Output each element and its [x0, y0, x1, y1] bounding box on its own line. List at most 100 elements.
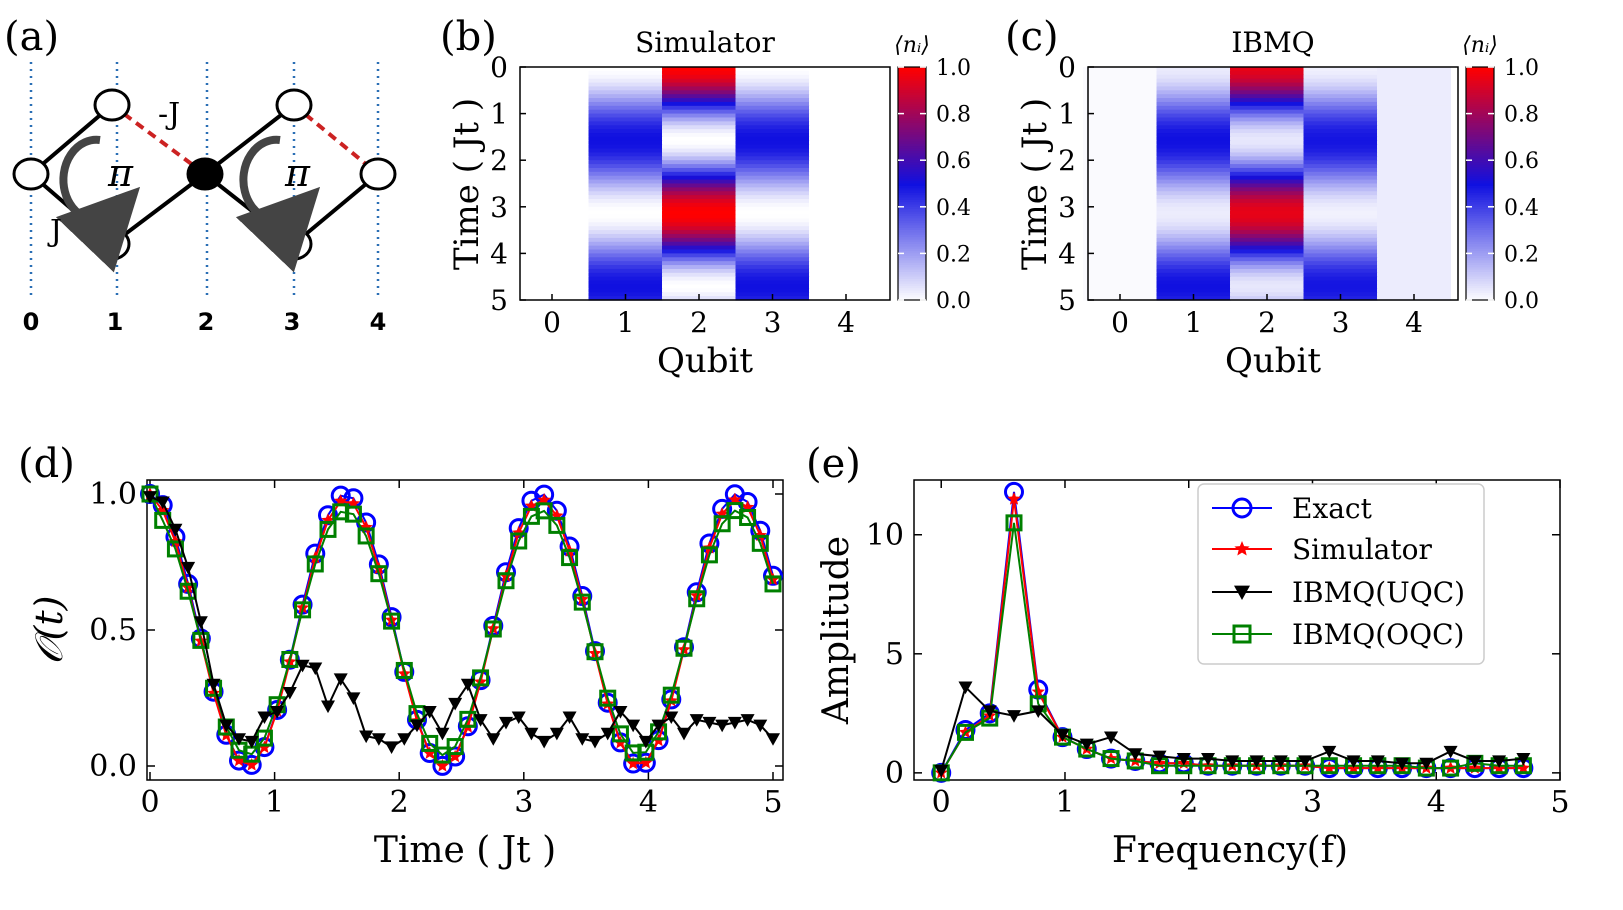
- heatmap-cells-b: [515, 67, 883, 301]
- colorbar-segment: [898, 262, 926, 266]
- y-tick-label: 10: [866, 518, 904, 553]
- x-ticks-c: 0 1 2 3 4: [1111, 294, 1423, 339]
- heatmap-cell: [588, 284, 663, 289]
- heatmap-cell: [809, 160, 883, 165]
- heatmap-cell: [1083, 272, 1157, 278]
- heatmap-cell: [735, 133, 810, 138]
- data-point-Simulator: [245, 758, 259, 771]
- colorbar-segment: [1466, 202, 1494, 206]
- heatmap-cell: [515, 206, 589, 212]
- heatmap-cell: [662, 133, 736, 138]
- heatmap-cell: [735, 86, 810, 91]
- negative-bonds: [110, 103, 380, 176]
- flux-label-left: π: [107, 151, 134, 195]
- colorbar-segment: [898, 269, 926, 273]
- heatmap-cell: [1377, 86, 1451, 91]
- data-point-IBMQ(OQC): [599, 689, 617, 707]
- heatmap-cell: [809, 148, 883, 154]
- legend-marker-Exact: [1231, 497, 1253, 519]
- colorbar-segment: [898, 248, 926, 252]
- heatmap-cell: [1156, 179, 1231, 185]
- heatmap-cell: [1377, 90, 1451, 95]
- heatmap-cell: [588, 187, 663, 192]
- x-tick-label: 1: [1185, 306, 1203, 339]
- y-axis-label-c: Time ( Jt ): [1015, 98, 1055, 270]
- colorbar-segment: [898, 230, 926, 234]
- heatmap-cell: [1230, 214, 1304, 220]
- heatmap-cell: [1156, 74, 1231, 80]
- heatmap-cell: [1156, 140, 1231, 146]
- data-point-IBMQ(UQC): [613, 706, 628, 719]
- data-point-IBMQ(UQC): [397, 733, 412, 746]
- colorbar-segment: [1466, 248, 1494, 252]
- data-point-IBMQ(UQC): [333, 673, 348, 686]
- heatmap-cell: [1083, 226, 1157, 231]
- heatmap-cell: [1156, 90, 1231, 95]
- heatmap-cell: [809, 90, 883, 95]
- y-tick-label: 5: [885, 637, 904, 672]
- data-point-IBMQ(OQC): [1320, 757, 1338, 775]
- data-point-Simulator: [257, 740, 272, 754]
- colorbar-segment: [1466, 94, 1494, 98]
- heatmap-cell: [1156, 171, 1231, 177]
- heatmap-cell: [735, 70, 810, 76]
- legend-label-simulator: Simulator: [1292, 533, 1432, 566]
- heatmap-cell: [1083, 199, 1157, 204]
- heatmap-cell: [1083, 268, 1157, 274]
- data-point-IBMQ(UQC): [1516, 752, 1531, 766]
- heatmap-cell: [662, 70, 736, 76]
- data-point-IBMQ(OQC): [510, 532, 528, 550]
- heatmap-cell: [1377, 202, 1451, 208]
- data-point-Exact: [508, 518, 529, 539]
- heatmap-cell: [588, 67, 663, 72]
- data-point-Simulator: [639, 755, 653, 769]
- heatmap-cell: [1303, 133, 1378, 138]
- heatmap-cell: [1230, 74, 1304, 80]
- colorbar-segment: [1466, 160, 1494, 164]
- heatmap-cell: [1377, 121, 1451, 126]
- colorbar-segment: [1466, 113, 1494, 117]
- heatmap-cell: [515, 268, 589, 274]
- heatmap-cell: [662, 129, 736, 134]
- heatmap-cell: [735, 206, 810, 212]
- heatmap-cell: [1303, 70, 1378, 76]
- heatmap-cell: [662, 121, 736, 126]
- heatmap-cell: [1083, 125, 1157, 130]
- heatmap-cell: [735, 129, 810, 134]
- colorbar-segment: [898, 129, 926, 133]
- data-point-IBMQ(UQC): [193, 616, 208, 629]
- colorbar-b: 1.0 0.8 0.6 0.4 0.2 0.0: [897, 56, 971, 314]
- heatmap-cell: [588, 261, 663, 266]
- heatmap-cell: [515, 183, 589, 188]
- data-point-IBMQ(UQC): [651, 719, 666, 733]
- heatmap-cell: [662, 94, 736, 99]
- heatmap-cell: [1230, 276, 1304, 282]
- heatmap-cell: [1156, 257, 1231, 262]
- heatmap-cell: [515, 226, 589, 231]
- heatmap-cell: [1303, 257, 1378, 262]
- data-point-Simulator: [232, 753, 246, 767]
- heatmap-cell: [1230, 195, 1304, 200]
- heatmap-cell: [1377, 129, 1451, 134]
- colorbar-segment: [1466, 171, 1494, 175]
- heatmap-cell: [1156, 288, 1231, 293]
- data-point-IBMQ(OQC): [179, 582, 197, 600]
- heatmap-cell: [1377, 245, 1451, 251]
- data-point-IBMQ(UQC): [766, 733, 780, 746]
- heatmap-cell: [809, 113, 883, 119]
- colorbar-segment: [1466, 213, 1494, 217]
- data-point-IBMQ(OQC): [446, 738, 464, 756]
- heatmap-cell: [1083, 167, 1157, 173]
- heatmap-cell: [1303, 206, 1378, 212]
- heatmap-cell: [1377, 249, 1451, 254]
- heatmap-cell: [809, 187, 883, 192]
- data-point-Exact: [750, 520, 771, 541]
- heatmap-cell: [1230, 101, 1304, 107]
- colorbar-segment: [1466, 85, 1494, 89]
- heatmap-cell: [515, 94, 589, 99]
- x-tick-label: 5: [1550, 785, 1569, 820]
- heatmap-cell: [1303, 167, 1378, 173]
- data-point-IBMQ(UQC): [1128, 748, 1143, 761]
- colorbar-segment: [898, 169, 926, 173]
- data-point-IBMQ(UQC): [1055, 729, 1070, 742]
